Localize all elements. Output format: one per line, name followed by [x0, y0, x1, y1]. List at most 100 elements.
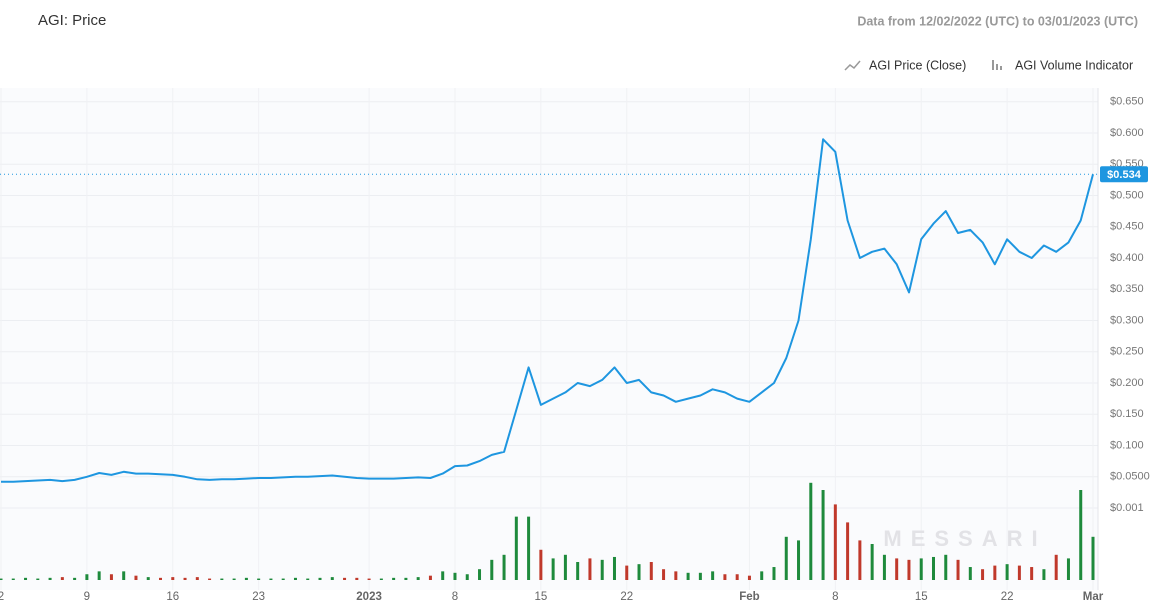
volume-bar [674, 571, 678, 580]
volume-bar [797, 540, 801, 580]
volume-bar [24, 577, 28, 580]
volume-bar [11, 578, 15, 580]
volume-bar [846, 522, 850, 580]
volume-bar [392, 577, 396, 580]
volume-bar [551, 558, 555, 580]
volume-bar [453, 572, 457, 580]
volume-bar [220, 578, 224, 580]
volume-bar [134, 575, 138, 580]
x-tick-label: Feb [739, 591, 759, 603]
volume-bar [281, 578, 285, 580]
volume-bar [576, 562, 580, 580]
volume-bar [637, 564, 641, 580]
volume-bar [465, 574, 469, 580]
volume-bar [588, 558, 592, 580]
price-line [1, 138, 1094, 483]
volume-bar [195, 577, 199, 580]
volume-bar [244, 577, 248, 580]
x-tick-label: 22 [620, 591, 633, 603]
volume-bar [478, 569, 482, 580]
x-tick-label: 15 [915, 591, 928, 603]
chart-subtitle: Data from 12/02/2022 (UTC) to 03/01/2023… [857, 14, 1138, 28]
volume-bar [514, 516, 518, 580]
volume-bar [441, 571, 445, 580]
legend-label[interactable]: AGI Volume Indicator [1015, 58, 1133, 72]
volume-bar [686, 572, 690, 580]
volume-bar [747, 575, 751, 580]
volume-bar [416, 577, 420, 580]
volume-bar [723, 574, 727, 580]
volume-bar [1054, 554, 1058, 580]
volume-bar [907, 559, 911, 580]
y-tick-label: $0.450 [1110, 221, 1144, 233]
volume-bar [330, 577, 334, 580]
legend-label[interactable]: AGI Price (Close) [869, 58, 966, 72]
volume-bar [944, 554, 948, 580]
volume-bar [919, 558, 923, 580]
volume-bar [404, 577, 408, 580]
volume-bar [48, 577, 52, 580]
volume-bar [956, 559, 960, 580]
plot-background [0, 88, 1098, 590]
x-tick-label: 22 [1001, 591, 1014, 603]
volume-bar [318, 577, 322, 580]
x-tick-label: 9 [84, 591, 90, 603]
volume-bar [895, 558, 899, 580]
volume-bar [73, 577, 77, 580]
volume-bar [367, 578, 371, 580]
volume-bar [1066, 558, 1070, 580]
volume-bar [993, 565, 997, 580]
x-tick-label: 2023 [356, 591, 382, 603]
volume-bar [208, 578, 212, 580]
volume-bar [146, 577, 150, 580]
y-tick-label: $0.300 [1110, 314, 1144, 326]
x-tick-label: 8 [832, 591, 838, 603]
volume-bar [293, 577, 297, 580]
volume-bar [711, 571, 715, 580]
y-tick-label: $0.400 [1110, 252, 1144, 264]
volume-bar [612, 556, 616, 580]
volume-bar [821, 490, 825, 580]
volume-bar [109, 574, 113, 580]
y-tick-label: $0.500 [1110, 189, 1144, 201]
volume-bar [36, 578, 40, 580]
current-price-label: $0.534 [1107, 169, 1142, 181]
legend-icon [992, 60, 1002, 70]
y-tick-label: $0.200 [1110, 377, 1144, 389]
volume-bar [122, 571, 126, 580]
volume-bar [784, 536, 788, 580]
volume-bar [600, 559, 604, 580]
x-tick-label: 8 [452, 591, 458, 603]
volume-bar [1091, 536, 1095, 580]
volume-bar [858, 540, 862, 580]
volume-bar [269, 578, 273, 580]
volume-bar [527, 516, 531, 580]
volume-bar [171, 577, 175, 580]
y-tick-label: $0.600 [1110, 127, 1144, 139]
volume-bar [343, 577, 347, 580]
volume-bar [85, 574, 89, 580]
volume-bar [355, 577, 359, 580]
watermark: MESSARI [883, 526, 1046, 551]
volume-bar [931, 556, 935, 580]
legend-icon [844, 60, 861, 71]
volume-bar [772, 567, 776, 580]
volume-bar [563, 554, 567, 580]
volume-bar [882, 554, 886, 580]
x-tick-label: Mar [1083, 591, 1104, 603]
volume-bar [1042, 569, 1046, 580]
volume-bar [760, 571, 764, 580]
y-tick-label: $0.0500 [1110, 471, 1150, 483]
volume-bar [539, 549, 543, 580]
y-tick-label: $0.350 [1110, 283, 1144, 295]
volume-bar [1005, 564, 1009, 580]
volume-bar [833, 504, 837, 580]
volume-bar [490, 559, 494, 580]
volume-bar [1017, 565, 1021, 580]
y-tick-label: $0.250 [1110, 346, 1144, 358]
x-tick-label: 16 [166, 591, 179, 603]
volume-bar [809, 482, 813, 580]
chart-title: AGI: Price [38, 12, 106, 29]
